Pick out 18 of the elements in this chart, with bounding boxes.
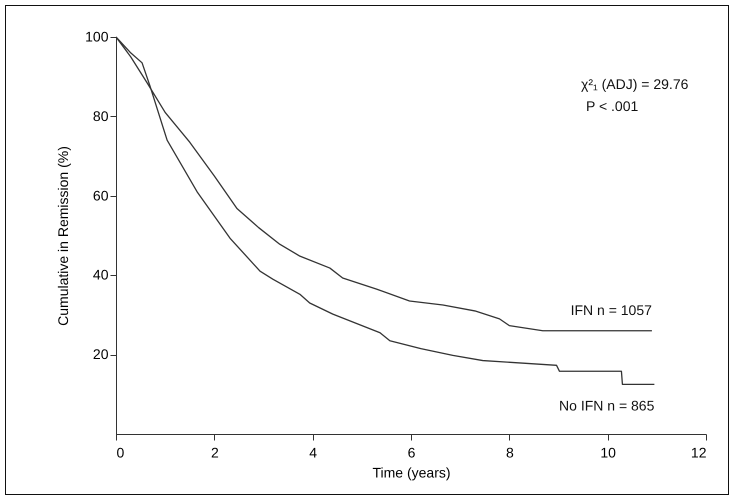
x-tick-label: 10 — [600, 444, 616, 460]
x-tick-label: 12 — [690, 444, 707, 460]
annotation: P < .001 — [586, 98, 638, 114]
y-tick-label: 40 — [92, 266, 109, 283]
x-tick-label: 6 — [408, 444, 416, 460]
x-tick-label: 0 — [116, 444, 124, 460]
annotation: χ²₁ (ADJ) = 29.76 — [581, 76, 689, 92]
y-axis-title: Cumulative in Remission (%) — [55, 146, 72, 326]
series-label: IFN n = 1057 — [570, 302, 652, 318]
x-tick-label: 2 — [210, 444, 219, 460]
y-tick-label: 20 — [92, 346, 109, 362]
y-tick-label: 80 — [92, 108, 109, 124]
x-tick-label: 8 — [506, 444, 514, 460]
x-tick-label: 4 — [309, 444, 318, 460]
series-label: No IFN n = 865 — [559, 397, 655, 414]
y-tick-label: 60 — [92, 187, 109, 204]
x-axis-title: Time (years) — [372, 464, 451, 480]
y-tick-label: 100 — [85, 28, 109, 44]
